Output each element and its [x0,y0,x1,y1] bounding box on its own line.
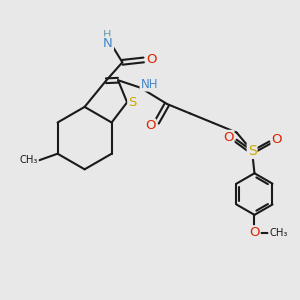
Text: NH: NH [140,78,158,91]
Text: O: O [145,119,155,133]
Text: S: S [248,144,256,158]
Text: O: O [146,53,156,66]
Text: O: O [272,134,282,146]
Text: O: O [223,131,234,144]
Text: O: O [249,226,260,239]
Text: S: S [128,96,136,110]
Text: N: N [103,38,113,50]
Text: CH₃: CH₃ [20,155,38,165]
Text: H: H [103,30,111,40]
Text: CH₃: CH₃ [269,228,287,238]
